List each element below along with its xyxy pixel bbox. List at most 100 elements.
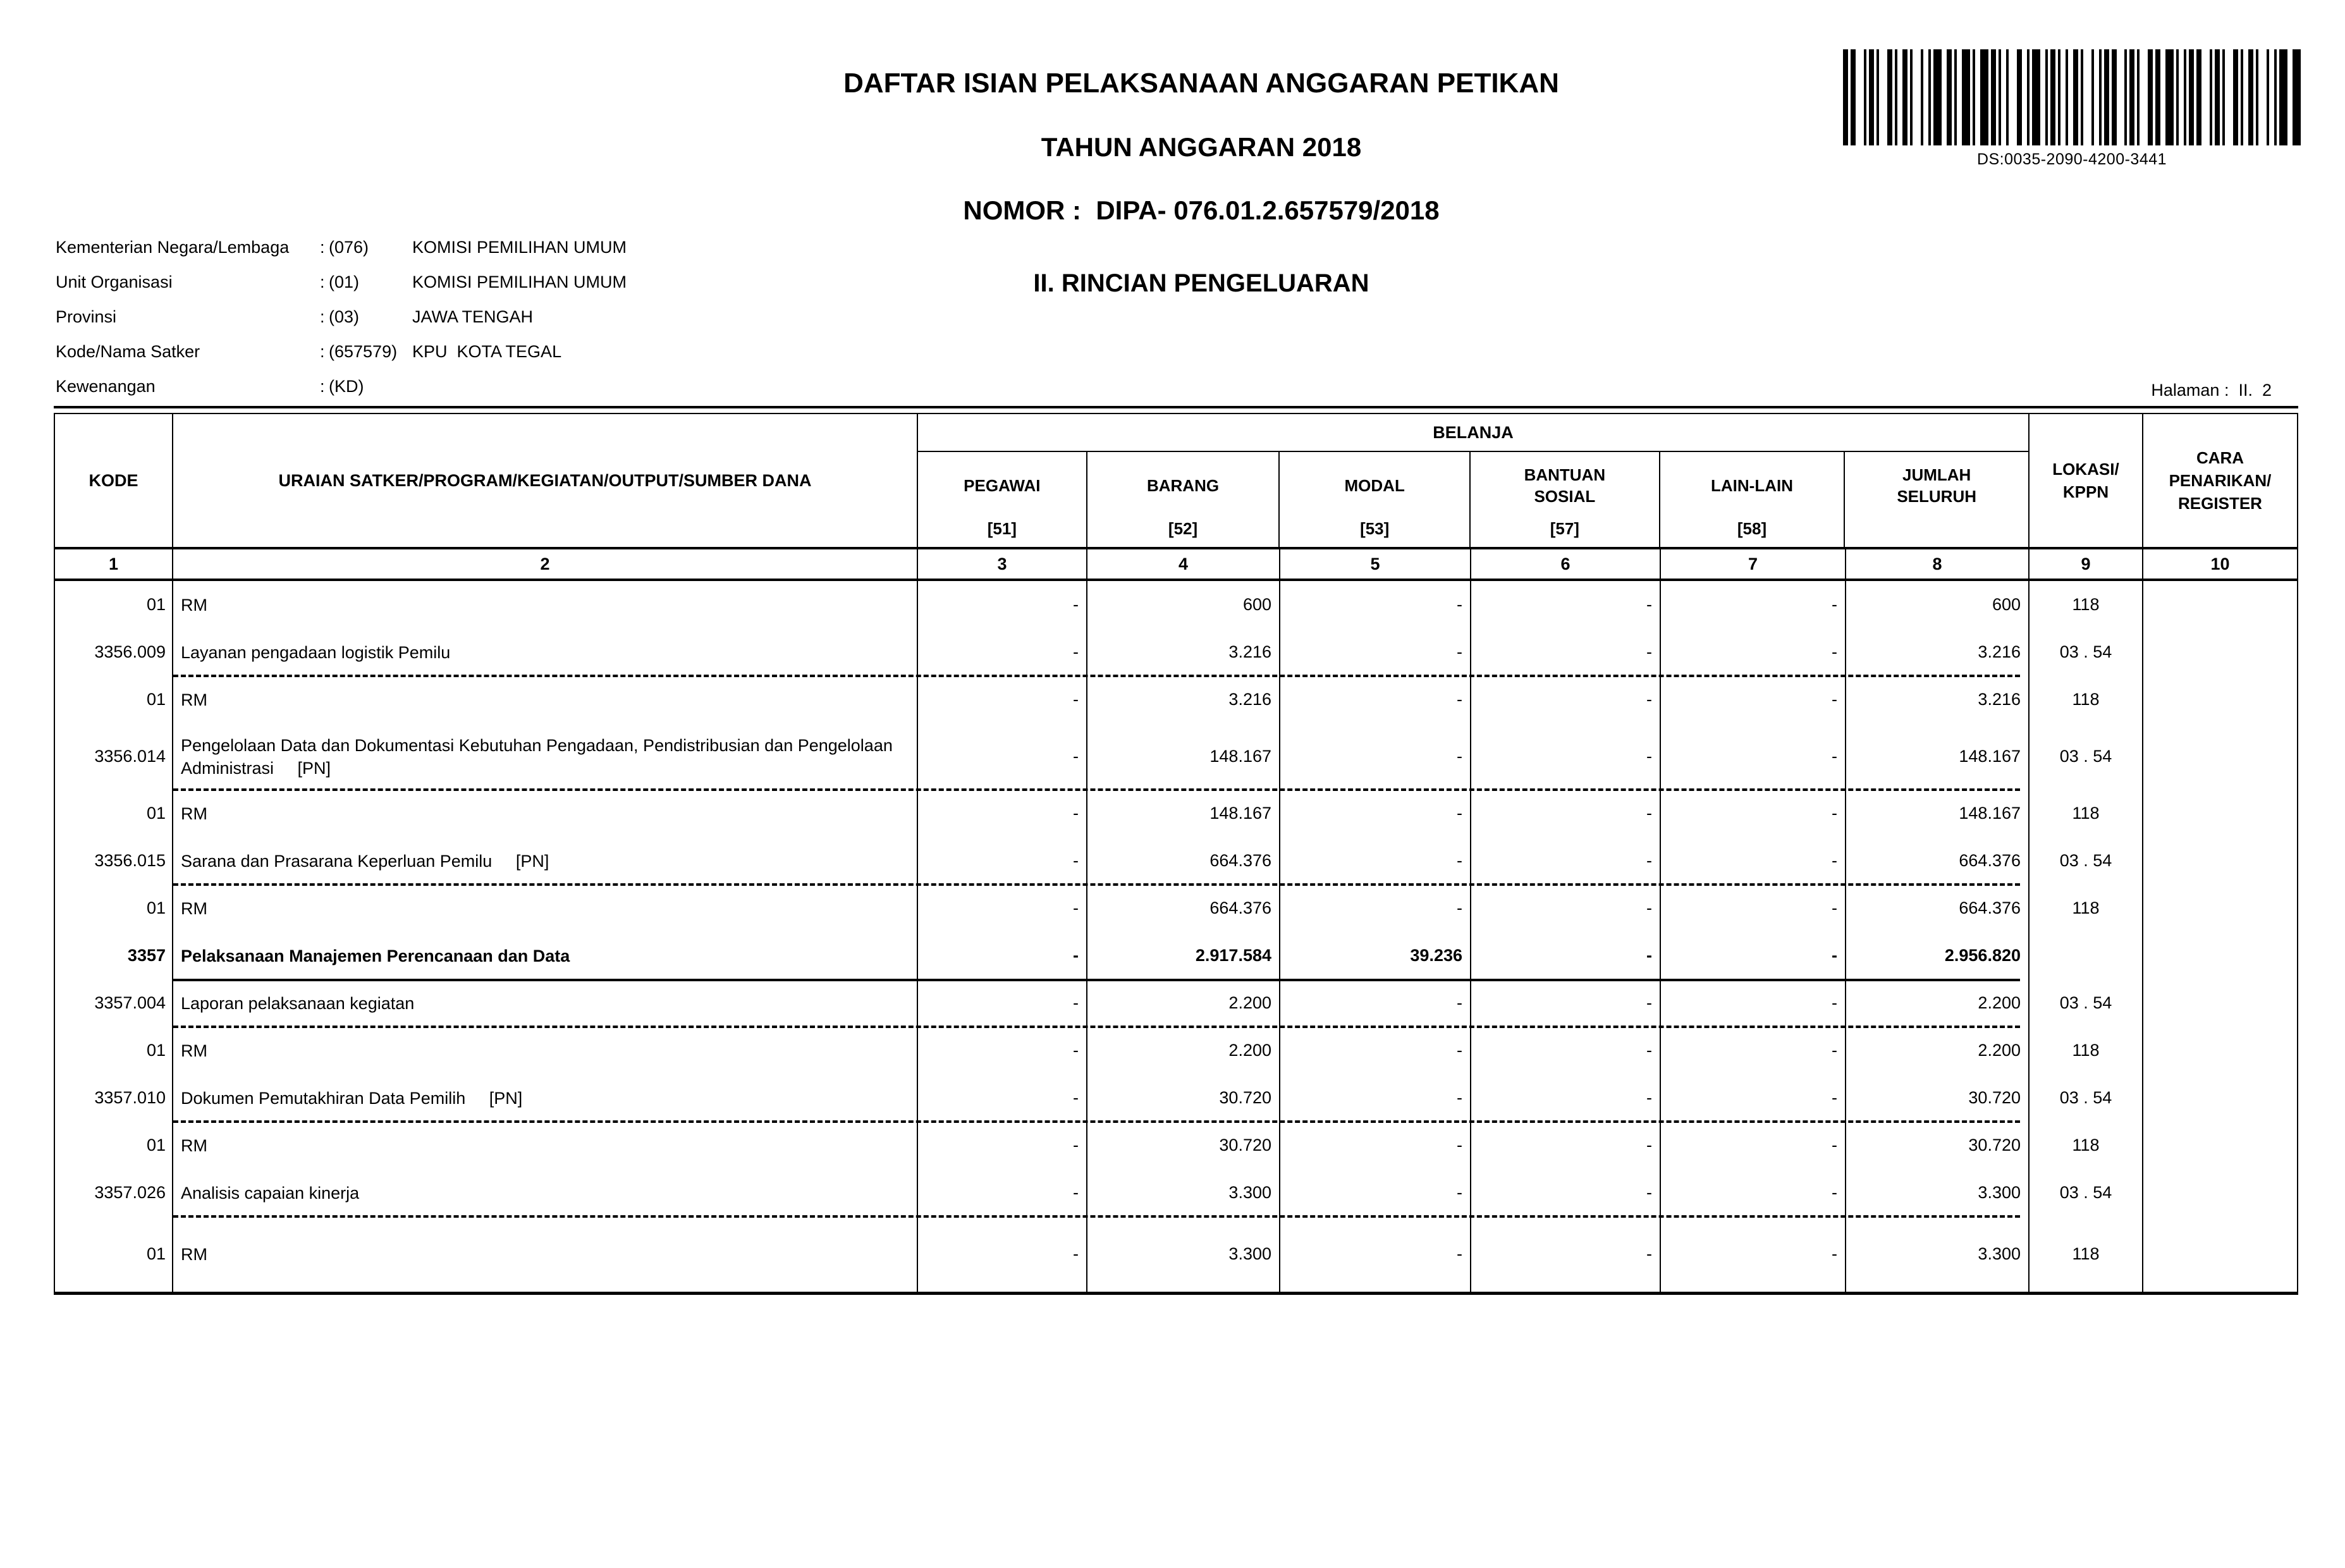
- cell-cara-penarikan: [2143, 723, 2297, 790]
- cell-modal: -: [1280, 581, 1471, 628]
- cell-jumlah-seluruh: 3.216: [1846, 676, 2030, 723]
- barcode-bar: [2148, 49, 2153, 145]
- cell-lain-lain: -: [1661, 1027, 1846, 1074]
- barcode-bar: [2065, 49, 2068, 145]
- metadata-value: JAWA TENGAH: [412, 307, 534, 326]
- cell-kode: 3357.026: [55, 1169, 173, 1216]
- cell-kode: 3356.014: [55, 723, 173, 790]
- header-jumlah-seluruh-code: [1845, 519, 2028, 547]
- cell-cara-penarikan: [2143, 676, 2297, 723]
- document-title: DAFTAR ISIAN PELAKSANAAN ANGGARAN PETIKA…: [843, 68, 1559, 99]
- cell-bantuan-sosial: -: [1471, 979, 1661, 1027]
- column-number: 1: [55, 549, 173, 579]
- table-row: 01 RM - 3.216 - - - 3.216 118: [55, 676, 2297, 723]
- cell-pegawai: -: [918, 628, 1087, 676]
- header-bantuan-sosial-code: [57]: [1550, 519, 1579, 538]
- barcode-bar: [1920, 49, 1923, 145]
- cell-pegawai: -: [918, 581, 1087, 628]
- cell-cara-penarikan: [2143, 790, 2297, 837]
- barcode-bar: [2103, 49, 2109, 145]
- barcode-gap: [2186, 49, 2189, 145]
- cell-pegawai: -: [918, 1169, 1087, 1216]
- column-number: 6: [1471, 549, 1661, 579]
- column-number: 2: [173, 549, 918, 579]
- cell-pegawai: -: [918, 723, 1087, 790]
- cell-cara-penarikan: [2143, 1027, 2297, 1074]
- expenditure-table: KODE URAIAN SATKER/PROGRAM/KEGIATAN/OUTP…: [54, 406, 2298, 1295]
- cell-uraian: RM: [173, 885, 918, 932]
- cell-modal: -: [1280, 676, 1471, 723]
- header-modal: MODAL [53]: [1280, 452, 1471, 547]
- cell-jumlah-seluruh: 2.200: [1846, 1027, 2030, 1074]
- barcode-bar: [1909, 49, 1913, 145]
- header-pegawai-label: PEGAWAI: [964, 476, 1041, 495]
- cell-lokasi-kppn: 118: [2030, 676, 2143, 723]
- cell-pegawai: -: [918, 1074, 1087, 1122]
- barcode-bar: [1894, 49, 1897, 145]
- cell-cara-penarikan: [2143, 1122, 2297, 1169]
- barcode-gap: [1897, 49, 1902, 145]
- barcode-bar: [2124, 49, 2128, 145]
- cell-lain-lain: -: [1661, 979, 1846, 1027]
- cell-pegawai: -: [918, 1216, 1087, 1292]
- document-title-block: DAFTAR ISIAN PELAKSANAAN ANGGARAN PETIKA…: [778, 46, 1625, 320]
- cell-pegawai: -: [918, 979, 1087, 1027]
- cell-kode: 3356.015: [55, 837, 173, 885]
- barcode-bar: [1946, 49, 1952, 145]
- barcode-bar: [2184, 49, 2187, 145]
- cell-kode: 01: [55, 790, 173, 837]
- barcode-gap: [2040, 49, 2045, 145]
- cell-bantuan-sosial: -: [1471, 1074, 1661, 1122]
- table-row: 01 RM - 3.300 - - - 3.300 118: [55, 1216, 2297, 1292]
- cell-kode: 3357.004: [55, 979, 173, 1027]
- barcode-bar: [1863, 49, 1866, 145]
- barcode-gap: [2238, 49, 2241, 145]
- barcode-gap: [2253, 49, 2256, 145]
- cell-barang: 3.216: [1087, 628, 1280, 676]
- cell-barang: 664.376: [1087, 885, 1280, 932]
- column-number: 9: [2030, 549, 2143, 579]
- barcode-gap: [1995, 49, 1999, 145]
- barcode-gap: [2000, 49, 2006, 145]
- cell-kode: 3357.010: [55, 1074, 173, 1122]
- header-uraian: URAIAN SATKER/PROGRAM/KEGIATAN/OUTPUT/SU…: [173, 414, 918, 547]
- cell-cara-penarikan: [2143, 1216, 2297, 1292]
- cell-bantuan-sosial: -: [1471, 885, 1661, 932]
- barcode-bar: [2267, 49, 2270, 145]
- table-row: 01 RM - 600 - - - 600 118: [55, 581, 2297, 628]
- document-year: TAHUN ANGGARAN 2018: [1041, 132, 1362, 162]
- metadata-row-kewenangan: Kewenangan: (KD): [56, 369, 627, 404]
- cell-cara-penarikan: [2143, 979, 2297, 1027]
- metadata-colon: :: [320, 273, 325, 291]
- cell-lokasi-kppn: 03 . 54: [2030, 723, 2143, 790]
- barcode-block: DS:0035-2090-4200-3441: [1843, 49, 2301, 169]
- page-number-value: II. 2: [2238, 381, 2272, 400]
- cell-uraian: Pelaksanaan Manajemen Perencanaan dan Da…: [173, 932, 918, 979]
- cell-cara-penarikan: [2143, 932, 2297, 979]
- header-pegawai: PEGAWAI [51]: [918, 452, 1087, 547]
- header-bantuan-sosial-label: BANTUAN SOSIAL: [1524, 465, 1606, 506]
- table-row: 01 RM - 148.167 - - - 148.167 118: [55, 790, 2297, 837]
- barcode-bar: [1843, 49, 1848, 145]
- barcode-bar: [1876, 49, 1879, 145]
- header-cara-penarikan: CARA PENARIKAN/ REGISTER: [2169, 448, 2272, 513]
- barcode-bar: [2298, 49, 2301, 145]
- cell-pegawai: -: [918, 885, 1087, 932]
- cell-lain-lain: -: [1661, 790, 1846, 837]
- cell-cara-penarikan: [2143, 628, 2297, 676]
- barcode-gap: [2140, 49, 2148, 145]
- cell-barang: 600: [1087, 581, 1280, 628]
- barcode-gap: [1873, 49, 1877, 145]
- cell-lokasi-kppn: [2030, 932, 2143, 979]
- header-lain-lain-label: LAIN-LAIN: [1711, 476, 1793, 495]
- cell-bantuan-sosial: -: [1471, 1122, 1661, 1169]
- cell-modal: -: [1280, 1216, 1471, 1292]
- table-row: 3357.010 Dokumen Pemutakhiran Data Pemil…: [55, 1074, 2297, 1123]
- column-number: 8: [1846, 549, 2030, 579]
- table-row: 3357.004 Laporan pelaksanaan kegiatan - …: [55, 979, 2297, 1028]
- cell-pegawai: -: [918, 932, 1087, 979]
- cell-kode: 01: [55, 1027, 173, 1074]
- barcode-gap: [2220, 49, 2223, 145]
- barcode-gap: [2134, 49, 2138, 145]
- barcode-bar: [1990, 49, 1996, 145]
